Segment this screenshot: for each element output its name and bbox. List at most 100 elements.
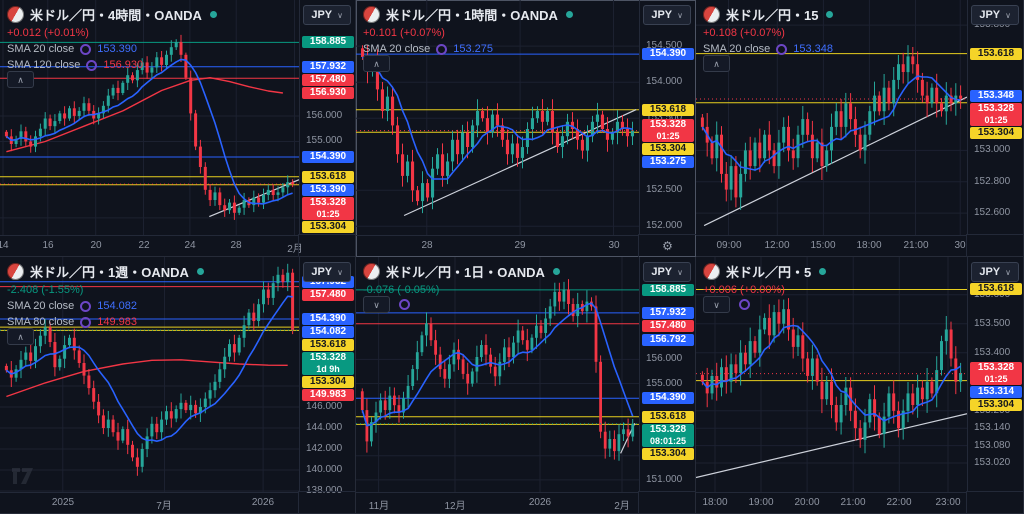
currency-button[interactable]: JPY ∨ bbox=[971, 5, 1019, 25]
sma-label: SMA 80 close bbox=[7, 316, 75, 328]
price-axis[interactable]: 153.600153.500153.400153.200153.140153.0… bbox=[967, 257, 1024, 492]
currency-button[interactable]: JPY ∨ bbox=[971, 262, 1019, 282]
price-axis[interactable]: 153.800153.000152.800152.600153.618153.3… bbox=[967, 0, 1024, 235]
chart-surface[interactable] bbox=[0, 257, 299, 492]
chart-title[interactable]: 米ドル／円・4時間・OANDA bbox=[30, 8, 202, 23]
price-tick-label: 146.000 bbox=[306, 401, 343, 412]
time-axis[interactable]: 11月 12月 2026 2月 bbox=[356, 492, 639, 514]
time-axis[interactable]: 09:00 12:00 15:00 18:00 21:00 30 bbox=[696, 235, 967, 257]
price-tick-label: 153.500 bbox=[646, 112, 683, 123]
price-tick-label: 153.020 bbox=[974, 457, 1011, 468]
change-text: +0.101 (+0.07%) bbox=[363, 27, 445, 39]
axis-corner bbox=[966, 491, 1024, 514]
legend-collapse-button[interactable]: ∧ bbox=[703, 55, 730, 72]
sma-value: 149.983 bbox=[97, 316, 138, 328]
chart-surface[interactable] bbox=[0, 0, 299, 235]
current-price-label: 153.328 1d 9h bbox=[302, 352, 354, 375]
sma-legend-row[interactable]: SMA 20 close 153.348 bbox=[703, 43, 833, 55]
legend-collapse-button[interactable]: ∨ bbox=[363, 296, 390, 313]
chart-title[interactable]: 米ドル／円・1週・OANDA bbox=[30, 265, 189, 280]
chart-panel[interactable]: 148.000146.000144.000142.000140.000138.0… bbox=[0, 257, 356, 514]
gear-icon[interactable]: ⚙ bbox=[662, 239, 673, 253]
chart-title[interactable]: 米ドル／円・1時間・OANDA bbox=[386, 8, 558, 23]
time-tick-label: 12:00 bbox=[764, 240, 790, 251]
legend-collapse-button[interactable]: ∧ bbox=[7, 71, 34, 88]
price-level-label: 153.304 bbox=[302, 221, 354, 233]
sma-legend-row[interactable]: SMA 20 close 153.275 bbox=[363, 43, 573, 55]
time-tick-label: 2025 bbox=[51, 497, 75, 508]
price-level-label: 153.618 bbox=[970, 283, 1022, 295]
chart-surface[interactable] bbox=[356, 0, 639, 235]
chart-panel[interactable]: 156.000155.000152.000151.000158.885157.9… bbox=[356, 257, 696, 514]
price-level-label: 153.618 bbox=[302, 339, 354, 351]
title-row: 米ドル／円・1時間・OANDA bbox=[363, 5, 573, 24]
sma-label: SMA 120 close bbox=[7, 59, 81, 71]
chart-panel[interactable]: 156.000155.000152.000158.885157.932157.4… bbox=[0, 0, 356, 257]
change-text: -2.408 (-1.55%) bbox=[7, 284, 84, 296]
price-tick-label: 152.000 bbox=[646, 220, 683, 231]
symbol-logo-icon bbox=[363, 6, 380, 23]
legend-controls-row: ∨ bbox=[703, 296, 826, 313]
time-tick-label: 14 bbox=[0, 240, 9, 251]
current-price-label: 153.328 01:25 bbox=[302, 197, 354, 220]
sma-legend-row[interactable]: SMA 20 close 154.082 bbox=[7, 300, 204, 312]
legend-collapse-button[interactable]: ∧ bbox=[363, 55, 390, 72]
price-tick-label: 155.000 bbox=[306, 135, 343, 146]
currency-button[interactable]: JPY ∨ bbox=[643, 5, 691, 25]
price-level-label: 153.618 bbox=[642, 411, 694, 423]
sma-legend-row[interactable]: SMA 20 close 153.390 bbox=[7, 43, 217, 55]
price-tick-label: 152.800 bbox=[974, 176, 1011, 187]
chart-title[interactable]: 米ドル／円・5 bbox=[726, 265, 812, 280]
currency-button[interactable]: JPY ∨ bbox=[303, 262, 351, 282]
price-level-label: 153.304 bbox=[642, 143, 694, 155]
sma-label: SMA 20 close bbox=[703, 43, 771, 55]
price-tick-label: 155.000 bbox=[646, 378, 683, 389]
legend-controls-row: ∧ bbox=[363, 55, 573, 72]
price-level-label: 154.390 bbox=[642, 48, 694, 60]
axis-corner bbox=[966, 234, 1024, 257]
price-level-label: 153.314 bbox=[970, 386, 1022, 398]
currency-button[interactable]: JPY ∨ bbox=[643, 262, 691, 282]
legend-controls-row: ∨ bbox=[363, 296, 560, 313]
time-tick-label: 21:00 bbox=[903, 240, 929, 251]
current-price-label: 153.328 01:25 bbox=[970, 362, 1022, 385]
price-level-label: 153.275 bbox=[642, 156, 694, 168]
legend-controls-row: ∧ bbox=[7, 328, 204, 345]
price-level-label: 153.304 bbox=[302, 376, 354, 388]
price-axis[interactable]: 154.500 154.000 153.500 152.500 152.000 154.3… bbox=[639, 0, 696, 235]
time-tick-label: 22:00 bbox=[886, 497, 912, 508]
chart-title[interactable]: 米ドル／円・1日・OANDA bbox=[386, 265, 545, 280]
currency-button[interactable]: JPY ∨ bbox=[303, 5, 351, 25]
chart-surface[interactable] bbox=[696, 0, 967, 235]
time-axis[interactable]: 18:00 19:00 20:00 21:00 22:00 23:00 bbox=[696, 492, 967, 514]
time-tick-label: 30 bbox=[608, 240, 620, 251]
sma-legend-row[interactable]: SMA 120 close 156.930 bbox=[7, 59, 217, 71]
sma-value: 153.390 bbox=[97, 43, 138, 55]
price-axis[interactable]: 156.000155.000152.000151.000158.885157.9… bbox=[639, 257, 696, 492]
price-tick-label: 153.140 bbox=[974, 422, 1011, 433]
price-axis[interactable]: 148.000146.000144.000142.000140.000138.0… bbox=[299, 257, 356, 496]
time-axis[interactable]: 14 16 20 22 24 28 2月 bbox=[0, 235, 303, 257]
time-axis[interactable]: 2025 7月 2026 bbox=[0, 492, 299, 514]
price-axis[interactable]: 156.000155.000152.000158.885157.932157.4… bbox=[299, 0, 356, 235]
chart-panel[interactable]: 153.600153.500153.400153.200153.140153.0… bbox=[696, 257, 1024, 514]
chart-title[interactable]: 米ドル／円・15 bbox=[726, 8, 819, 23]
currency-label: JPY bbox=[311, 9, 333, 21]
time-axis[interactable]: 28 29 30 bbox=[356, 235, 639, 257]
chart-panel[interactable]: 153.800153.000152.800152.600153.618153.3… bbox=[696, 0, 1024, 257]
time-tick-label: 29 bbox=[514, 240, 526, 251]
chart-surface[interactable] bbox=[356, 257, 639, 492]
legend-collapse-button[interactable]: ∧ bbox=[7, 328, 34, 345]
chart-surface[interactable] bbox=[696, 257, 967, 492]
chart-panel[interactable]: 154.500 154.000 153.500 152.500 152.000 154.3… bbox=[356, 0, 696, 257]
legend-collapse-button[interactable]: ∨ bbox=[703, 296, 730, 313]
price-tick-label: 144.000 bbox=[306, 422, 343, 433]
market-open-dot-icon bbox=[826, 11, 834, 18]
price-tick-label: 151.000 bbox=[646, 474, 683, 485]
sma-rows: SMA 20 close 153.275 bbox=[363, 43, 573, 55]
caret-down-icon: ∨ bbox=[337, 10, 343, 20]
time-tick-label: 28 bbox=[230, 240, 242, 251]
sma-legend-row[interactable]: SMA 80 close 149.983 bbox=[7, 316, 204, 328]
indicator-loading-ring-icon bbox=[86, 59, 98, 71]
